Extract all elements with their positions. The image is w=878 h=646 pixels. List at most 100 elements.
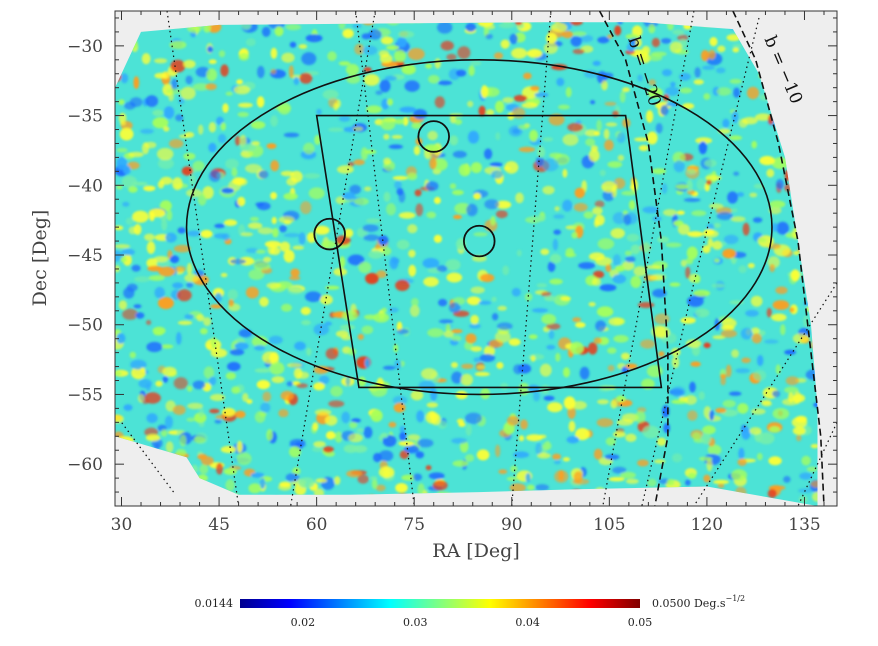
noise-patch — [713, 479, 729, 485]
noise-patch — [775, 179, 784, 190]
noise-patch — [698, 391, 705, 401]
noise-patch — [614, 25, 622, 36]
noise-patch — [473, 192, 481, 200]
noise-patch — [192, 380, 206, 390]
noise-patch — [715, 67, 726, 74]
noise-patch — [612, 431, 626, 438]
noise-patch — [478, 300, 492, 305]
noise-patch — [368, 250, 384, 259]
noise-patch — [489, 162, 503, 167]
noise-patch — [158, 266, 176, 277]
noise-patch — [526, 48, 543, 58]
noise-patch — [613, 335, 629, 343]
noise-patch — [364, 314, 377, 320]
noise-patch — [479, 353, 496, 362]
noise-patch — [810, 444, 818, 449]
noise-patch — [165, 232, 177, 243]
noise-patch — [775, 286, 788, 295]
noise-patch — [411, 122, 422, 129]
noise-patch — [465, 423, 472, 436]
noise-patch — [523, 72, 532, 80]
y-tick-label: −40 — [67, 176, 103, 196]
noise-patch — [702, 65, 715, 70]
noise-patch — [715, 407, 727, 413]
noise-patch — [554, 470, 569, 483]
noise-patch — [299, 72, 313, 84]
noise-patch — [517, 124, 529, 130]
noise-patch — [115, 371, 123, 376]
noise-patch — [364, 186, 372, 192]
noise-patch — [720, 242, 727, 246]
noise-patch — [357, 333, 364, 340]
noise-patch — [397, 30, 415, 39]
noise-patch — [572, 48, 585, 55]
noise-patch — [354, 43, 365, 55]
noise-patch — [446, 53, 457, 61]
noise-patch — [164, 415, 173, 429]
noise-patch — [380, 432, 389, 438]
noise-patch — [583, 211, 594, 219]
noise-patch — [165, 441, 174, 453]
noise-patch — [257, 227, 274, 235]
noise-patch — [683, 198, 701, 202]
noise-patch — [236, 440, 243, 453]
noise-patch — [686, 168, 696, 175]
noise-patch — [254, 368, 272, 373]
noise-patch — [483, 345, 495, 357]
noise-patch — [293, 76, 300, 86]
noise-patch — [656, 437, 667, 446]
noise-patch — [480, 273, 495, 283]
noise-patch — [654, 313, 670, 325]
x-tick-label: 60 — [306, 515, 328, 535]
noise-patch — [361, 325, 374, 335]
noise-patch — [716, 87, 732, 96]
noise-patch — [461, 363, 474, 369]
noise-patch — [605, 122, 618, 127]
noise-patch — [152, 109, 164, 117]
noise-patch — [198, 124, 204, 135]
noise-patch — [621, 352, 630, 360]
noise-patch — [563, 367, 570, 378]
noise-patch — [255, 249, 266, 254]
noise-patch — [687, 231, 704, 238]
noise-patch — [292, 245, 305, 250]
noise-patch — [513, 94, 528, 102]
noise-patch — [750, 295, 763, 307]
noise-patch — [651, 37, 661, 48]
noise-patch — [387, 98, 393, 106]
noise-patch — [393, 344, 399, 353]
noise-patch — [349, 184, 362, 195]
noise-patch — [427, 130, 438, 141]
noise-patch — [343, 444, 358, 454]
noise-patch — [398, 190, 406, 203]
noise-patch — [344, 228, 354, 238]
noise-patch — [153, 256, 169, 263]
noise-patch — [549, 278, 563, 285]
noise-patch — [386, 203, 396, 216]
noise-patch — [280, 390, 294, 401]
noise-patch — [562, 133, 579, 146]
noise-patch — [230, 349, 245, 356]
noise-patch — [766, 307, 772, 318]
noise-patch — [236, 79, 243, 85]
noise-patch — [572, 31, 587, 37]
noise-patch — [395, 279, 410, 291]
noise-patch — [493, 52, 504, 60]
noise-patch — [612, 212, 626, 225]
noise-patch — [714, 258, 720, 263]
noise-patch — [665, 86, 680, 96]
noise-patch — [451, 437, 468, 444]
coordinate-grid-line — [641, 17, 760, 506]
noise-patch — [711, 283, 725, 288]
noise-patch — [272, 227, 279, 238]
noise-patch — [366, 218, 381, 224]
noise-patch — [407, 48, 425, 61]
noise-patch — [689, 381, 696, 393]
noise-patch — [625, 478, 639, 484]
noise-patch — [445, 259, 461, 271]
noise-patch — [673, 220, 684, 227]
noise-patch — [225, 372, 236, 380]
noise-patch — [639, 53, 651, 64]
noise-patch — [491, 296, 497, 302]
